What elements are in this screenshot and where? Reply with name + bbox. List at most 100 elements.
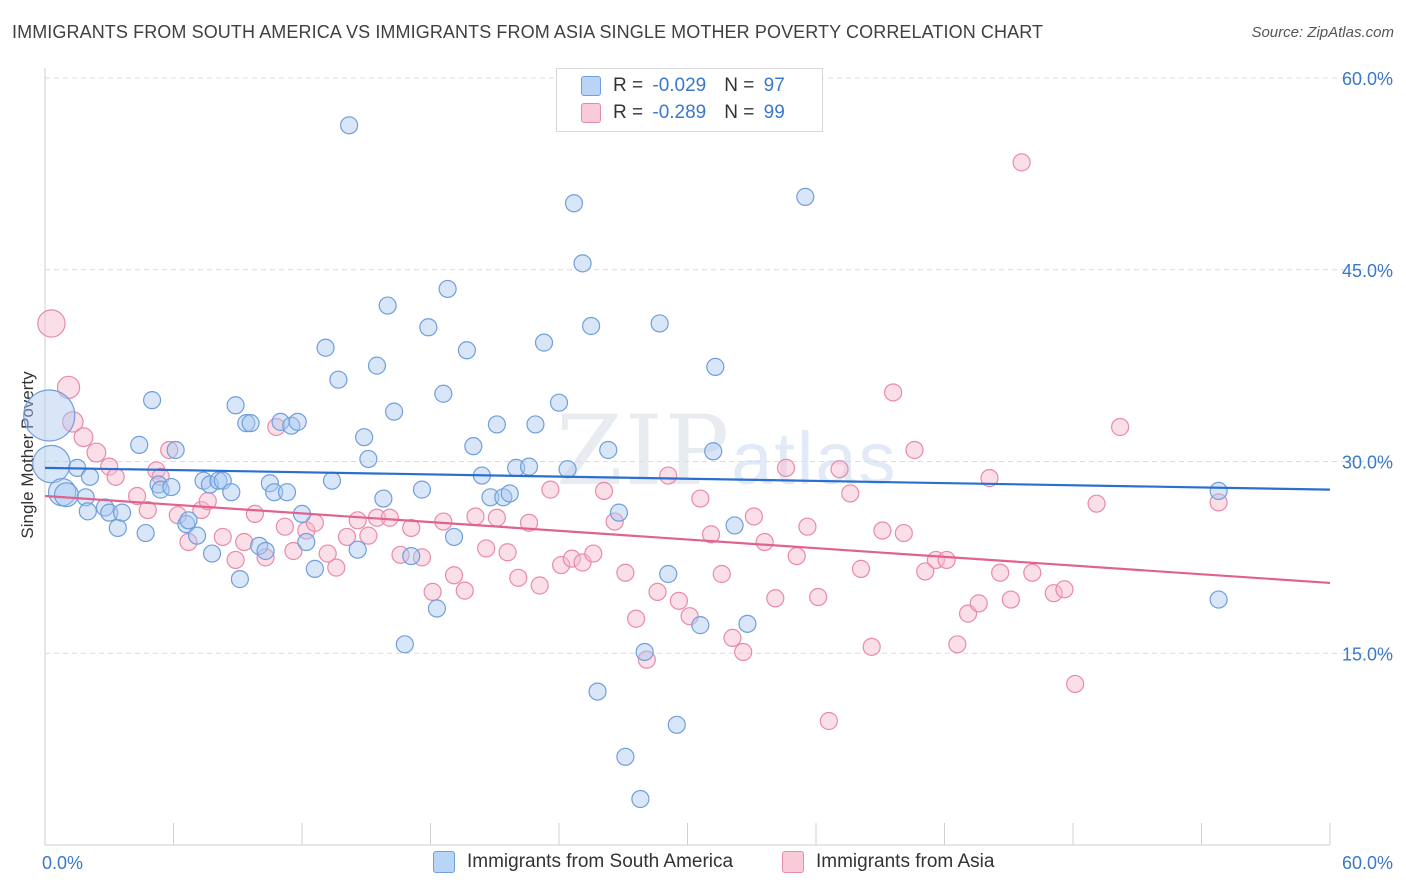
point-south-america — [549, 393, 569, 412]
point-south-america — [402, 546, 421, 566]
point-south-america — [136, 523, 155, 543]
point-asia — [127, 486, 147, 506]
point-asia — [213, 527, 232, 547]
legend-n-value: 97 — [763, 75, 785, 96]
point-asia — [873, 521, 892, 540]
point-asia — [830, 460, 849, 479]
series-swatch-asia — [782, 851, 804, 873]
point-south-america — [241, 414, 260, 433]
point-asia — [584, 544, 603, 563]
point-asia — [423, 582, 442, 601]
series-label-asia: Immigrants from Asia — [816, 851, 995, 872]
point-south-america — [179, 511, 198, 530]
point-south-america — [464, 437, 483, 456]
point-south-america — [738, 614, 757, 633]
point-asia — [337, 527, 357, 547]
trendline-asia — [44, 494, 1331, 585]
series-legend-asia[interactable]: Immigrants from Asia — [782, 851, 994, 873]
point-south-america — [166, 440, 185, 460]
point-asia — [734, 642, 753, 662]
point-asia — [541, 480, 560, 499]
point-asia — [359, 526, 378, 545]
point-asia — [755, 532, 774, 552]
legend-r-value: -0.029 — [652, 75, 707, 96]
source-label: Source: ZipAtlas.com — [1251, 24, 1394, 41]
point-asia — [841, 484, 860, 503]
y-tick-label: 30.0% — [1342, 453, 1393, 473]
point-asia — [62, 411, 84, 433]
point-south-america — [256, 541, 275, 561]
point-asia — [1001, 590, 1020, 609]
point-asia — [712, 564, 731, 584]
point-south-america — [130, 435, 149, 454]
point-south-america — [487, 415, 506, 434]
point-south-america — [100, 503, 119, 522]
point-asia — [766, 589, 785, 608]
point-asia — [948, 635, 967, 654]
point-asia — [275, 517, 294, 536]
legend-n-value: 99 — [763, 102, 785, 123]
legend-swatch-south-america — [581, 76, 601, 96]
point-south-america — [108, 518, 127, 538]
point-south-america — [659, 564, 678, 584]
point-south-america — [395, 635, 414, 654]
point-south-america — [573, 254, 592, 273]
point-south-america — [112, 503, 132, 522]
point-asia — [723, 628, 742, 648]
point-asia — [245, 504, 264, 524]
point-asia — [226, 550, 245, 570]
series-legend-south-america[interactable]: Immigrants from South America — [433, 851, 733, 873]
point-asia — [980, 469, 999, 488]
legend-n-label: N = — [724, 75, 760, 96]
point-asia — [100, 457, 119, 476]
watermark: ZIPatlas — [556, 395, 898, 507]
point-south-america — [209, 471, 228, 490]
chart-title: IMMIGRANTS FROM SOUTH AMERICA VS IMMIGRA… — [12, 22, 1044, 42]
point-asia — [744, 507, 763, 526]
point-asia — [509, 568, 528, 587]
point-asia — [616, 563, 635, 582]
series-swatch-south-america — [433, 851, 455, 873]
point-asia — [138, 500, 157, 520]
x-tick-label: 0.0% — [42, 853, 83, 873]
legend-r-label: R = — [613, 75, 649, 96]
point-south-america — [427, 599, 447, 618]
point-asia — [235, 532, 254, 552]
point-asia — [552, 555, 571, 575]
point-asia — [327, 558, 346, 577]
point-south-america — [704, 442, 723, 461]
point-south-america — [329, 370, 348, 389]
point-south-america — [691, 616, 710, 635]
series-label-south-america: Immigrants from South America — [467, 851, 734, 872]
point-south-america — [582, 316, 601, 336]
point-asia — [937, 550, 956, 570]
point-south-america — [142, 391, 162, 410]
point-south-america — [706, 357, 725, 377]
legend-r-label: R = — [613, 102, 649, 123]
point-asia — [1066, 674, 1085, 694]
legend-n-label: N = — [724, 102, 760, 123]
point-south-america — [444, 527, 464, 547]
point-south-america — [526, 415, 545, 434]
point-south-america — [359, 449, 378, 469]
point-asia — [605, 512, 624, 531]
point-south-america — [1209, 481, 1228, 501]
point-asia — [691, 489, 710, 508]
point-south-america — [725, 516, 744, 535]
point-asia — [106, 467, 125, 486]
point-asia — [626, 609, 646, 628]
point-south-america — [288, 412, 307, 431]
point-south-america — [23, 389, 76, 442]
point-asia — [1044, 584, 1063, 603]
y-tick-label: 45.0% — [1342, 261, 1393, 281]
point-asia — [1023, 563, 1042, 582]
point-asia — [701, 525, 721, 544]
point-south-america — [265, 483, 284, 502]
legend-row-south-america: R = -0.029 N = 97 — [581, 74, 785, 98]
point-asia — [1055, 580, 1074, 599]
point-south-america — [667, 715, 686, 734]
point-asia — [455, 581, 474, 600]
point-south-america — [53, 482, 79, 508]
y-tick-label: 15.0% — [1342, 644, 1393, 664]
